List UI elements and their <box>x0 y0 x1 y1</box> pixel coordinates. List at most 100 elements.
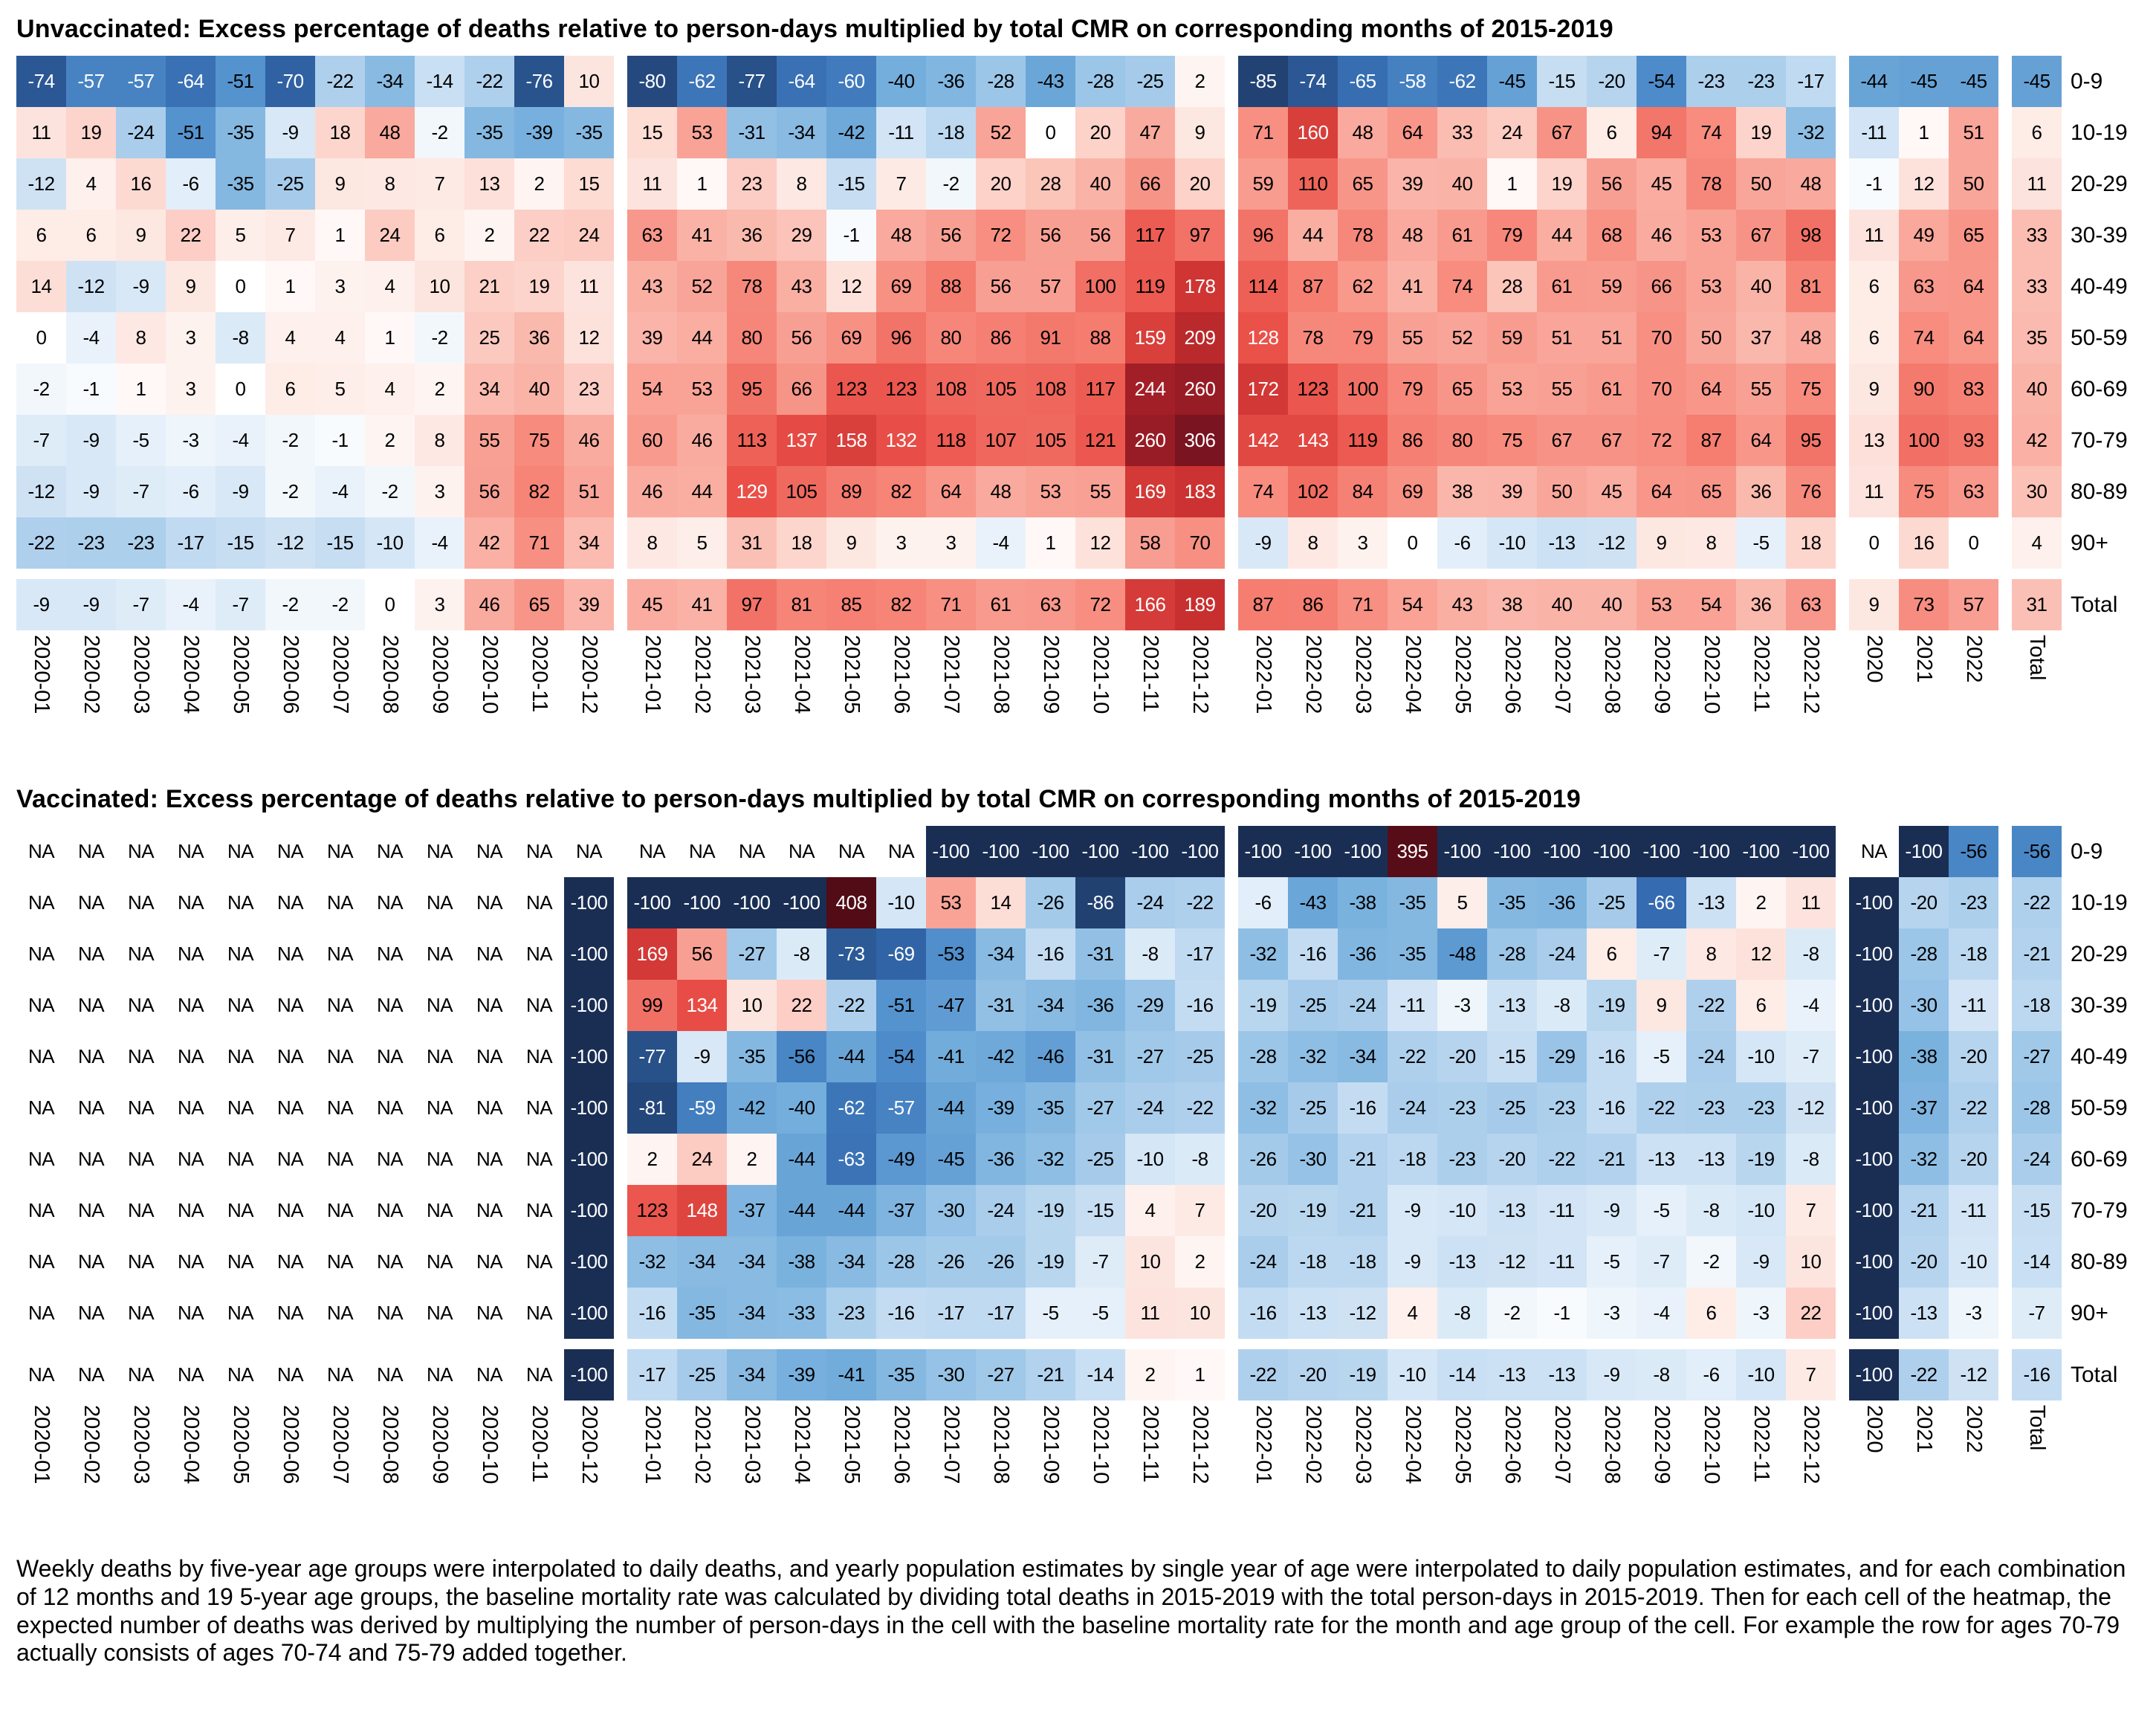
heatmap-cell: 24 <box>564 210 614 261</box>
heatmap-row: -2 -1 1 3 0 6 5 4 2 34 40 23 54 53 95 66 123 123 108 105 108… <box>16 364 2156 415</box>
heatmap-cell: 66 <box>777 364 826 415</box>
heatmap-cell: -4 <box>1637 1288 1686 1339</box>
column-spacer <box>1225 1185 1238 1236</box>
heatmap-cell: -51 <box>216 56 265 107</box>
heatmap-cell: 24 <box>1487 107 1537 158</box>
heatmap-cell: NA <box>464 1185 514 1236</box>
heatmap-cell: 5 <box>677 517 727 569</box>
heatmap-cell: 159 <box>1125 312 1175 364</box>
heatmap-cell: -15 <box>1075 1185 1125 1236</box>
heatmap-cell: -13 <box>1686 1134 1736 1185</box>
heatmap-cell: -24 <box>1686 1031 1736 1082</box>
heatmap-cell: -8 <box>1125 928 1175 980</box>
heatmap-cell: 408 <box>826 877 876 928</box>
heatmap-cell: -32 <box>1026 1134 1075 1185</box>
heatmap-cell: 22 <box>1786 1288 1836 1339</box>
heatmap-cell: -100 <box>1849 1185 1899 1236</box>
heatmap-cell: -2 <box>415 107 464 158</box>
heatmap-cell: 31 <box>2012 579 2062 630</box>
heatmap-cell: 64 <box>1686 364 1736 415</box>
heatmap-cell: 63 <box>1899 261 1949 312</box>
heatmap-cell: 7 <box>265 210 315 261</box>
heatmap-cell: -35 <box>216 107 265 158</box>
heatmap-cell: 2 <box>415 364 464 415</box>
heatmap-cell: 113 <box>727 415 777 466</box>
heatmap-cell: -25 <box>1288 980 1338 1031</box>
heatmap-cell: -81 <box>627 1082 677 1134</box>
heatmap-cell: -100 <box>627 877 677 928</box>
heatmap-cell: 41 <box>1388 261 1437 312</box>
heatmap-cell: -7 <box>1637 1236 1686 1288</box>
heatmap-cell: 96 <box>1238 210 1288 261</box>
heatmap-cell: 5 <box>216 210 265 261</box>
heatmap-cell: 89 <box>826 466 876 517</box>
heatmap-cell: 137 <box>777 415 826 466</box>
heatmap-cell: -86 <box>1075 877 1125 928</box>
x-tick-text: 2021-06 <box>890 1405 913 1485</box>
heatmap-cell: -5 <box>1026 1288 1075 1339</box>
heatmap-row: NA NA NA NA NA NA NA NA NA NA NA -100 -17 -25 -34 -39 -4… <box>16 1349 2156 1401</box>
heatmap-cell: 0 <box>1026 107 1075 158</box>
heatmap-cell: NA <box>514 826 564 877</box>
heatmap-cell: 6 <box>1686 1288 1736 1339</box>
heatmap-cell: NA <box>365 826 415 877</box>
heatmap-cell: -1 <box>66 364 116 415</box>
heatmap-cell: 10 <box>727 980 777 1031</box>
heatmap-cell: -3 <box>1949 1288 1998 1339</box>
heatmap-cell: -23 <box>1736 1082 1786 1134</box>
heatmap-cell: 50 <box>1736 158 1786 210</box>
heatmap-cell: 3 <box>926 517 976 569</box>
heatmap-cell: NA <box>166 1031 216 1082</box>
heatmap-cell: -10 <box>1388 1349 1437 1401</box>
heatmap-cell: -2 <box>1487 1288 1537 1339</box>
heatmap-cell: 71 <box>1238 107 1288 158</box>
y-tick-label: Total <box>2062 579 2156 630</box>
heatmap-cell: -100 <box>1686 826 1736 877</box>
x-tick-text: 2020-05 <box>229 635 253 714</box>
x-tick-text: 2020-08 <box>378 635 402 714</box>
heatmap-cell: 90 <box>1899 364 1949 415</box>
heatmap-cell: 55 <box>1537 364 1587 415</box>
heatmap-cell: 30 <box>2012 466 2062 517</box>
heatmap-cell: 260 <box>1125 415 1175 466</box>
x-tick-text: 2021 <box>1912 1405 1936 1453</box>
heatmap-cell: -18 <box>1388 1134 1437 1185</box>
heatmap-cell: NA <box>16 1134 66 1185</box>
heatmap-cell: -73 <box>826 928 876 980</box>
heatmap-cell: -36 <box>976 1134 1026 1185</box>
heatmap-cell: -9 <box>677 1031 727 1082</box>
x-tick-label: 2022-01 <box>1238 1403 1288 1536</box>
heatmap-cell: -37 <box>1899 1082 1949 1134</box>
heatmap-cell: -15 <box>315 517 365 569</box>
heatmap-cell: -9 <box>1587 1185 1637 1236</box>
column-spacer <box>614 210 627 261</box>
column-spacer <box>614 633 627 766</box>
heatmap-cell: -24 <box>1338 980 1388 1031</box>
heatmap-cell: 54 <box>627 364 677 415</box>
heatmap-cell: -5 <box>1587 1236 1637 1288</box>
heatmap-cell: 34 <box>564 517 614 569</box>
heatmap-cell: 22 <box>514 210 564 261</box>
heatmap-cell: 47 <box>1125 107 1175 158</box>
heatmap-row: NA NA NA NA NA NA NA NA NA NA NA -100 2 24 2 -44 -63 -49-… <box>16 1134 2156 1185</box>
heatmap-cell: 95 <box>1786 415 1836 466</box>
heatmap-cell: NA <box>777 826 826 877</box>
heatmap-cell: -21 <box>1026 1349 1075 1401</box>
heatmap-cell: 79 <box>1388 364 1437 415</box>
heatmap-cell: 13 <box>1849 415 1899 466</box>
x-axis: 2020-01 2020-02 2020-03 2020-04 2020-05 2020-… <box>16 1403 2156 1536</box>
heatmap-cell: -23 <box>1537 1082 1587 1134</box>
column-spacer <box>1836 633 1849 766</box>
heatmap-cell: -42 <box>826 107 876 158</box>
heatmap-cell: 51 <box>1587 312 1637 364</box>
heatmap-cell: 34 <box>464 364 514 415</box>
heatmap-cell: 37 <box>1736 312 1786 364</box>
heatmap-cell: -16 <box>1026 928 1075 980</box>
heatmap-cell: -7 <box>116 466 166 517</box>
heatmap-cell: 53 <box>1487 364 1537 415</box>
heatmap-cell: -6 <box>166 466 216 517</box>
heatmap-cell: NA <box>464 1134 514 1185</box>
heatmap-cell: -9 <box>66 579 116 630</box>
heatmap-cell: -13 <box>1537 1349 1587 1401</box>
column-spacer <box>1836 980 1849 1031</box>
